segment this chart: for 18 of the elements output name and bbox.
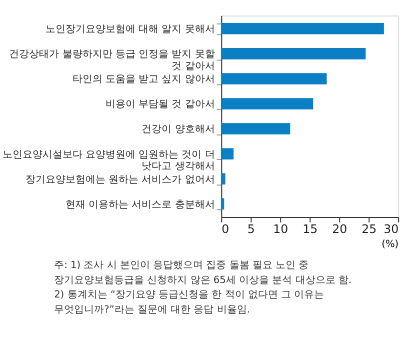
y-tick-label: 타인의 도움을 받고 싶지 않아서 <box>72 74 215 86</box>
y-tick-label: 건강이 양호해서 <box>142 124 215 136</box>
y-tick-label: 비용이 부담될 것 같아서 <box>105 99 215 110</box>
y-tick-label: 장기요양보험에는 원하는 서비스가 없어서 <box>25 174 215 186</box>
x-tick-label: 25 <box>362 222 377 236</box>
x-tick-label: 15 <box>302 222 318 236</box>
text: 2) 통계치는 “장기요양 등급신청을 한 적이 없다면 그 이유는 무엇입니까?”라는 질문에 대한 응답 비율임. <box>54 290 324 316</box>
x-tick-label: 30 <box>384 222 399 236</box>
y-tick-label: 노인요양시설보다 요양병원에 입원하는 것이 더 낫다고 생각해서 <box>2 149 215 172</box>
y-tick-label: 현재 이용하는 서비스로 충분해서 <box>65 199 215 210</box>
x-tick-label: 5 <box>247 222 255 236</box>
x-tick-label: 10 <box>273 222 288 236</box>
x-tick-label: 20 <box>332 222 348 236</box>
y-tick-label: 노인장기요양보험에 대해 알지 못해서 <box>45 24 215 36</box>
x-axis-title: (%) <box>382 239 399 250</box>
text: 주: 1) 조사 시 본인이 응답했으며 집중 돌봄 필요 노인 중 장기요양보험등급을 신청하지 않은 65세 이상을 분석 대상으로 함. <box>54 260 352 286</box>
x-tick-label: 0 <box>222 222 230 236</box>
y-tick-label: 건강상태가 불량하지만 등급 인정을 받지 못할 것 같아서 <box>9 49 215 72</box>
